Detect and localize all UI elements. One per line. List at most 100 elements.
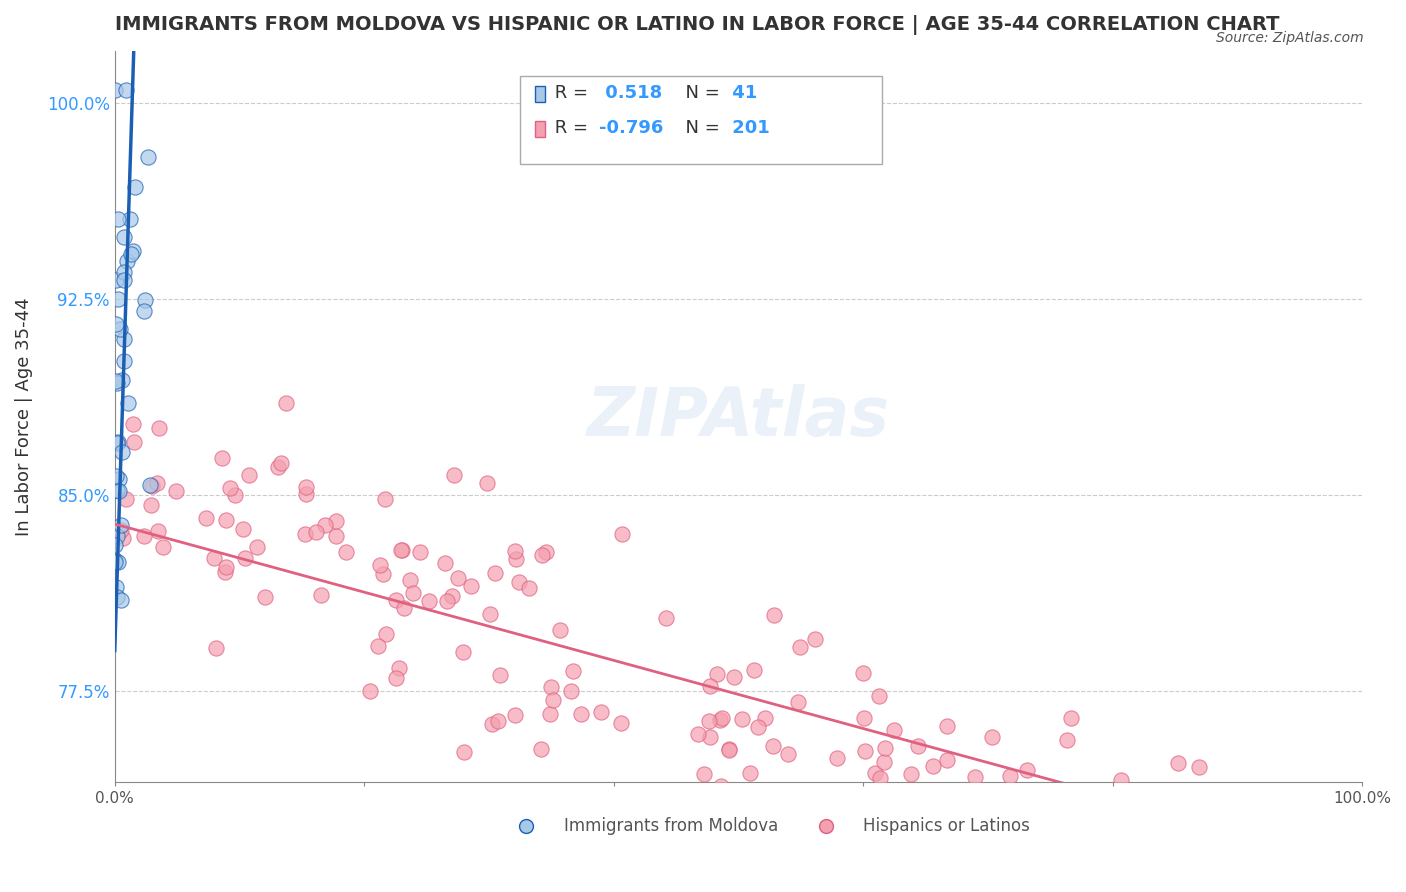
Point: [598, 801, 620, 815]
Point: [1143, 801, 1166, 815]
Point: [823, 801, 845, 815]
Point: [359, 684, 381, 698]
Point: [139, 498, 162, 512]
Text: 41: 41: [725, 84, 758, 103]
Point: [112, 354, 135, 368]
Point: [1188, 760, 1211, 774]
Point: [1056, 732, 1078, 747]
Point: [111, 445, 134, 459]
Point: [120, 247, 142, 261]
Point: [1218, 801, 1240, 815]
Point: [868, 690, 890, 704]
Point: [804, 632, 827, 647]
Point: [928, 801, 950, 815]
Point: [1167, 801, 1189, 815]
Point: [699, 679, 721, 693]
Point: [115, 83, 138, 97]
Point: [1046, 801, 1069, 815]
Point: [1143, 801, 1166, 815]
Point: [1159, 801, 1181, 815]
Point: [852, 711, 875, 725]
Point: [710, 779, 733, 793]
Point: [723, 670, 745, 684]
Point: [484, 566, 506, 580]
Point: [754, 711, 776, 725]
Point: [935, 753, 957, 767]
Point: [110, 517, 132, 532]
Point: [270, 456, 292, 470]
Point: [105, 469, 128, 483]
Point: [148, 524, 170, 538]
Point: [924, 801, 946, 815]
Point: [304, 524, 326, 539]
Text: N =: N =: [673, 119, 725, 136]
Point: [215, 513, 238, 527]
Point: [503, 708, 526, 723]
Point: [314, 518, 336, 533]
Point: [1130, 801, 1153, 815]
Point: [481, 717, 503, 731]
Point: [194, 511, 217, 525]
Point: [853, 801, 876, 815]
Point: [105, 483, 128, 497]
Point: [959, 801, 981, 815]
Point: [152, 541, 174, 555]
Point: [503, 543, 526, 558]
Point: [1168, 801, 1191, 815]
Point: [165, 483, 187, 498]
Point: [392, 601, 415, 615]
Point: [477, 475, 499, 490]
Point: [873, 755, 896, 769]
Point: [543, 692, 565, 706]
Point: [104, 83, 127, 97]
Point: [534, 545, 557, 559]
Point: [1017, 763, 1039, 777]
Point: [138, 150, 160, 164]
Point: [374, 492, 396, 507]
Point: [540, 680, 562, 694]
Point: [610, 715, 633, 730]
Text: R =: R =: [548, 119, 593, 136]
Point: [869, 772, 891, 786]
Point: [441, 589, 464, 603]
Point: [683, 801, 706, 815]
Point: [825, 751, 848, 765]
Point: [325, 514, 347, 528]
Y-axis label: In Labor Force | Age 35-44: In Labor Force | Age 35-44: [15, 297, 32, 536]
Point: [205, 640, 228, 655]
Point: [763, 608, 786, 623]
Point: [112, 332, 135, 346]
Text: Immigrants from Moldova: Immigrants from Moldova: [564, 817, 778, 835]
Point: [610, 527, 633, 541]
Point: [1114, 801, 1136, 815]
Point: [1185, 801, 1208, 815]
Point: [804, 783, 827, 797]
Point: [238, 467, 260, 482]
Point: [215, 560, 238, 574]
Text: -0.796: -0.796: [599, 119, 664, 136]
Point: [886, 800, 908, 814]
Point: [929, 801, 952, 815]
Point: [211, 450, 233, 465]
Point: [936, 791, 959, 805]
Point: [311, 588, 333, 602]
Point: [562, 664, 585, 678]
Point: [112, 265, 135, 279]
Point: [134, 293, 156, 307]
Point: [548, 624, 571, 638]
Point: [107, 292, 129, 306]
Text: IMMIGRANTS FROM MOLDOVA VS HISPANIC OR LATINO IN LABOR FORCE | AGE 35-44 CORRELA: IMMIGRANTS FROM MOLDOVA VS HISPANIC OR L…: [115, 15, 1279, 35]
Point: [1060, 711, 1083, 725]
Point: [325, 529, 347, 543]
Point: [117, 395, 139, 409]
Point: [295, 480, 318, 494]
Point: [1257, 801, 1279, 815]
Point: [1220, 801, 1243, 815]
Point: [232, 522, 254, 536]
Point: [1049, 801, 1071, 815]
Point: [402, 585, 425, 599]
Point: [374, 627, 396, 641]
Point: [569, 707, 592, 722]
Point: [276, 396, 298, 410]
Point: [948, 801, 970, 815]
